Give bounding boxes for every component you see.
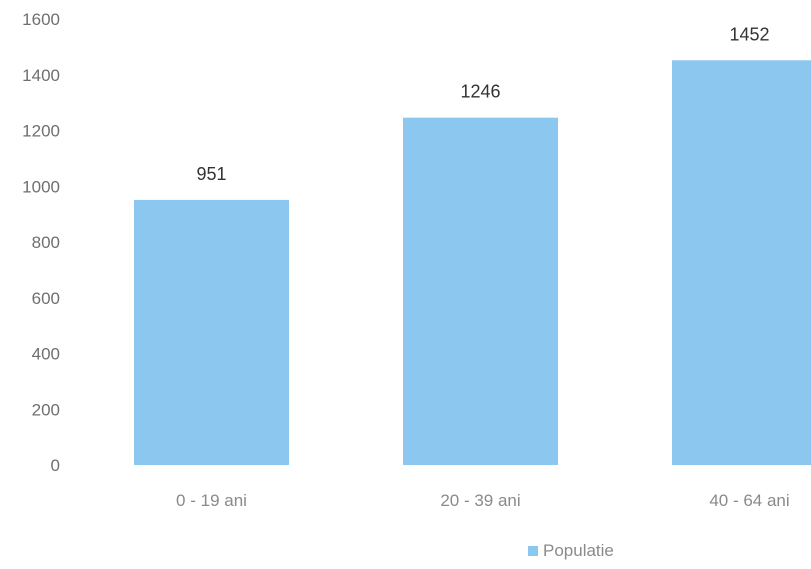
- y-tick-label: 1000: [22, 177, 60, 196]
- bar-2: [403, 117, 558, 466]
- x-axis: 0 - 19 ani 20 - 39 ani 40 - 64 ani: [176, 491, 790, 510]
- data-labels-group: 951 1246 1452: [196, 24, 769, 184]
- bar-1: [134, 199, 289, 465]
- x-tick-label: 0 - 19 ani: [176, 491, 247, 510]
- legend-swatch-populatie: [528, 546, 538, 556]
- x-tick-label: 40 - 64 ani: [709, 491, 789, 510]
- y-tick-label: 400: [32, 345, 60, 364]
- bar-3: [672, 60, 811, 465]
- data-label: 1246: [460, 82, 500, 102]
- y-tick-label: 600: [32, 289, 60, 308]
- data-label: 1452: [729, 24, 769, 44]
- y-tick-label: 1600: [22, 10, 60, 29]
- legend-label-populatie: Populatie: [543, 541, 614, 560]
- y-tick-label: 800: [32, 233, 60, 252]
- y-axis: 0 200 400 600 800 1000 1200 1400 1600: [22, 10, 60, 475]
- data-label: 951: [196, 164, 226, 184]
- y-tick-label: 1200: [22, 122, 60, 141]
- legend: Populatie: [528, 541, 614, 560]
- x-tick-label: 20 - 39 ani: [440, 491, 520, 510]
- bars-group: [134, 60, 811, 466]
- y-tick-label: 1400: [22, 66, 60, 85]
- y-tick-label: 200: [32, 400, 60, 419]
- y-tick-label: 0: [51, 456, 60, 475]
